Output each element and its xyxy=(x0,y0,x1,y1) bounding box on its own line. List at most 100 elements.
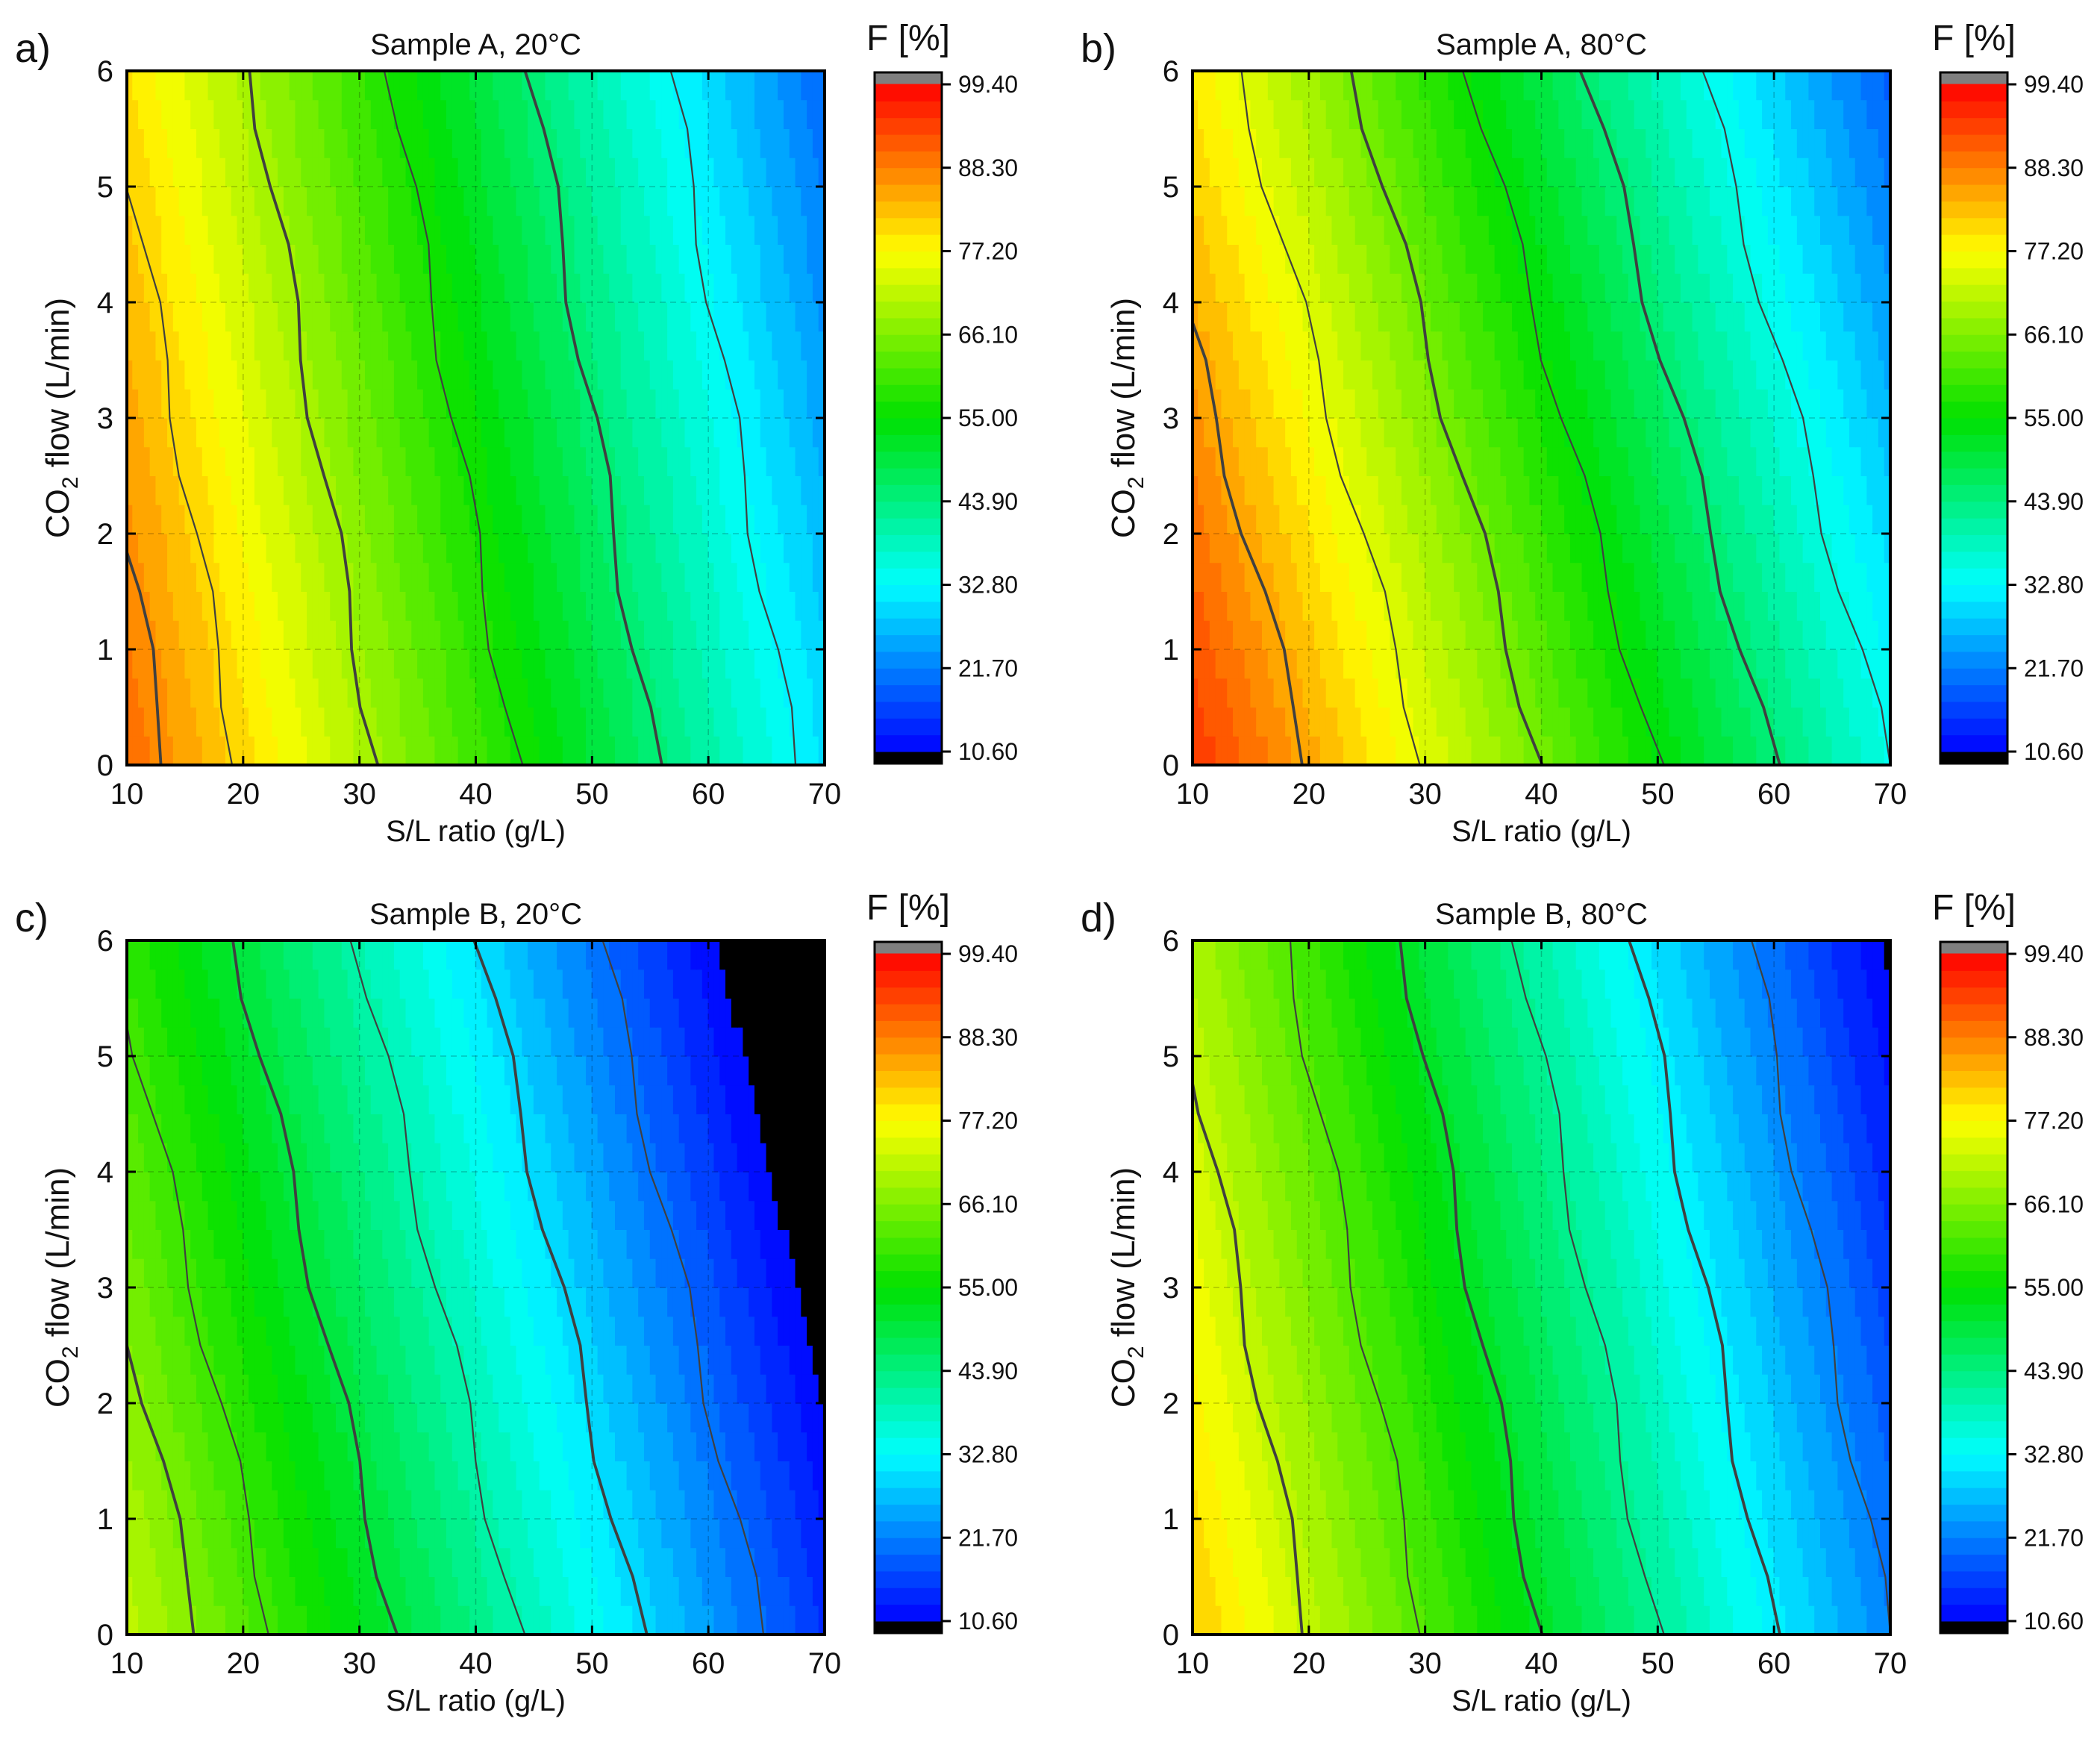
contour-cell xyxy=(545,157,552,187)
contour-cell xyxy=(499,417,505,448)
contour-cell xyxy=(667,186,674,216)
contour-cell xyxy=(196,533,203,563)
contour-cell xyxy=(1419,591,1426,621)
contour-cell xyxy=(219,417,226,448)
contour-cell xyxy=(1884,475,1890,505)
contour-cell xyxy=(1378,388,1385,419)
contour-cell xyxy=(1849,388,1856,419)
contour-cell xyxy=(1459,331,1466,360)
contour-cell xyxy=(493,707,500,737)
contour-cell xyxy=(132,678,140,708)
contour-cell xyxy=(1587,533,1595,563)
contour-cell xyxy=(1814,475,1821,505)
contour-cell xyxy=(243,71,250,101)
contour-cell xyxy=(778,533,784,563)
contour-cell xyxy=(1738,417,1746,448)
contour-cell xyxy=(516,331,523,360)
contour-cell xyxy=(1250,272,1257,303)
contour-cell xyxy=(260,735,267,765)
contour-cell xyxy=(812,619,819,650)
contour-cell xyxy=(254,446,261,476)
contour-cell xyxy=(1193,446,1199,476)
contour-cell xyxy=(127,475,134,505)
contour-cell xyxy=(510,71,517,101)
contour-cell xyxy=(760,562,767,592)
contour-cell xyxy=(469,562,476,592)
contour-cell xyxy=(812,302,819,332)
contour-cell xyxy=(440,562,448,592)
contour-cell xyxy=(568,475,575,505)
contour-cell xyxy=(1279,475,1287,505)
contour-cell xyxy=(493,619,500,650)
contour-cell xyxy=(254,215,261,245)
contour-cell xyxy=(1285,360,1292,390)
contour-cell xyxy=(545,619,552,650)
contour-cell xyxy=(283,128,290,158)
contour-cell xyxy=(707,157,715,187)
contour-cell xyxy=(1517,678,1525,708)
contour-cell xyxy=(1448,360,1455,390)
contour-cell xyxy=(620,735,628,765)
contour-cell xyxy=(626,244,634,274)
contour-cell xyxy=(1581,533,1589,563)
contour-cell xyxy=(1227,649,1234,679)
contour-cell xyxy=(643,272,651,303)
contour-cell xyxy=(143,707,151,737)
contour-cell xyxy=(493,71,500,101)
y-tick-label: 5 xyxy=(97,171,113,204)
contour-cell xyxy=(1727,360,1734,390)
contour-cell xyxy=(1465,649,1472,679)
contour-cell xyxy=(330,504,337,534)
contour-cell xyxy=(603,678,610,708)
contour-cell xyxy=(690,215,698,245)
contour-cell xyxy=(1215,591,1222,621)
contour-cell xyxy=(249,417,255,448)
contour-cell xyxy=(295,360,302,390)
contour-cell xyxy=(620,619,628,650)
contour-cell xyxy=(207,244,215,274)
contour-cell xyxy=(760,388,767,419)
contour-cell xyxy=(1215,678,1222,708)
contour-cell xyxy=(493,533,500,563)
contour-cell xyxy=(1419,417,1426,448)
contour-cell xyxy=(272,533,279,563)
contour-cell xyxy=(307,331,313,360)
contour-cell xyxy=(260,157,267,187)
contour-cell xyxy=(1529,475,1537,505)
contour-cell xyxy=(1750,331,1757,360)
contour-cell xyxy=(1331,417,1339,448)
contour-cell xyxy=(301,562,308,592)
contour-cell xyxy=(434,215,442,245)
contour-cell xyxy=(1256,417,1263,448)
contour-cell xyxy=(272,735,279,765)
contour-cell xyxy=(167,388,174,419)
contour-cell xyxy=(207,215,215,245)
contour-cell xyxy=(411,215,419,245)
contour-cell xyxy=(1866,562,1874,592)
contour-cell xyxy=(388,562,395,592)
contour-cell xyxy=(591,446,599,476)
contour-cell xyxy=(417,331,424,360)
contour-cell xyxy=(143,562,151,592)
contour-cell xyxy=(219,302,226,332)
contour-cell xyxy=(743,649,750,679)
contour-cell xyxy=(1704,707,1710,737)
contour-cell xyxy=(632,186,640,216)
contour-cell xyxy=(586,562,593,592)
colorbar-band xyxy=(875,684,942,702)
contour-cell xyxy=(749,619,755,650)
contour-cell xyxy=(132,272,140,303)
contour-cell xyxy=(283,649,290,679)
contour-cell xyxy=(1546,649,1554,679)
contour-cell xyxy=(1483,678,1490,708)
contour-cell xyxy=(469,128,476,158)
contour-cell xyxy=(451,215,459,245)
contour-cell xyxy=(143,619,151,650)
contour-cell xyxy=(1314,504,1321,534)
contour-cell xyxy=(749,562,755,592)
contour-cell xyxy=(1610,475,1618,505)
contour-cell xyxy=(324,128,331,158)
y-tick-label: 2 xyxy=(97,518,113,551)
contour-cell xyxy=(818,128,825,158)
contour-cell xyxy=(1407,475,1414,505)
